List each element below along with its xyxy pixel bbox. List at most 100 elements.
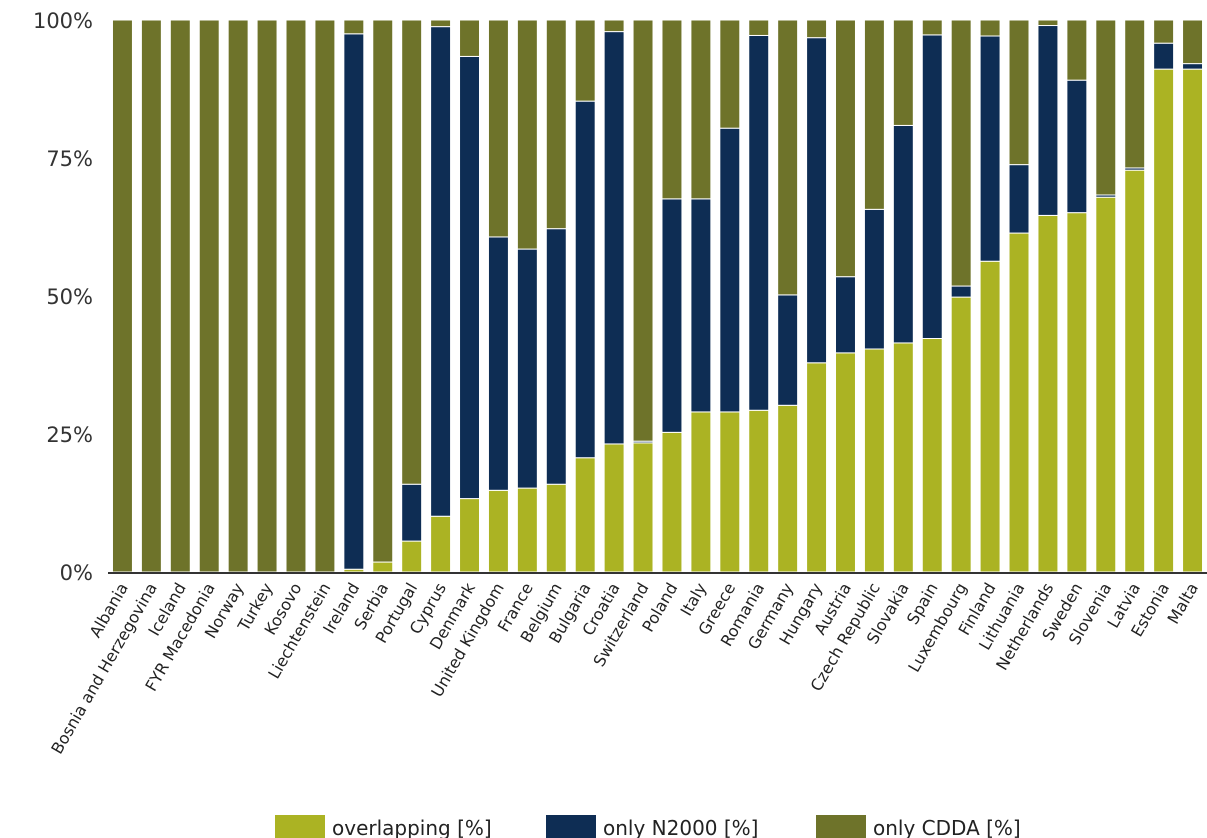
bar-segment-cyprus-only-cdda xyxy=(430,19,452,28)
bar-segment-slovenia-overlapping xyxy=(1095,196,1117,573)
bar-segment-cyprus-overlapping xyxy=(430,515,452,573)
bar-segment-turkey-only-cdda xyxy=(256,19,278,573)
bar-segment-switzerland-overlapping xyxy=(632,442,654,573)
bar-segment-ireland-only-n2000 xyxy=(343,33,365,570)
bar-segment-italy-only-n2000 xyxy=(690,198,712,413)
bar-segment-germany-overlapping xyxy=(777,404,799,573)
bar-segment-malta-overlapping xyxy=(1182,68,1204,573)
legend-label-only-cdda: only CDDA [%] xyxy=(873,816,1021,838)
bar-segment-bosnia-and-herzegovina-only-cdda xyxy=(140,19,162,573)
bar-segment-spain-overlapping xyxy=(921,338,943,573)
bar-segment-france-overlapping xyxy=(516,487,538,573)
bar-segment-serbia-overlapping xyxy=(372,561,394,573)
bar-segment-bulgaria-only-n2000 xyxy=(574,100,596,459)
bar-segment-united-kingdom-overlapping xyxy=(487,489,509,573)
bar-segment-finland-overlapping xyxy=(979,260,1001,573)
bar-segment-sweden-overlapping xyxy=(1066,212,1088,573)
bar-segment-belgium-overlapping xyxy=(545,483,567,573)
legend-label-only-n2000: only N2000 [%] xyxy=(603,816,759,838)
bar-segment-spain-only-cdda xyxy=(921,19,943,36)
bar-segment-switzerland-only-cdda xyxy=(632,19,654,442)
bar-segment-poland-only-cdda xyxy=(661,19,683,200)
bar-segment-czech-republic-only-n2000 xyxy=(863,208,885,350)
bar-segment-liechtenstein-only-cdda xyxy=(314,19,336,573)
bar-segment-austria-overlapping xyxy=(835,352,856,573)
bars-layer xyxy=(111,19,1204,573)
bar-segment-united-kingdom-only-n2000 xyxy=(487,236,509,491)
bar-segment-france-only-cdda xyxy=(516,19,538,250)
bar-segment-belgium-only-n2000 xyxy=(545,228,567,485)
bar-segment-estonia-only-cdda xyxy=(1153,19,1175,44)
bar-segment-greece-only-cdda xyxy=(719,19,741,129)
bar-segment-malta-only-n2000 xyxy=(1182,63,1204,70)
bar-segment-czech-republic-overlapping xyxy=(863,348,885,573)
bar-segment-ireland-only-cdda xyxy=(343,19,365,35)
bar-segment-lithuania-only-cdda xyxy=(1008,19,1030,166)
bar-segment-romania-overlapping xyxy=(748,409,770,573)
bar-segment-portugal-only-n2000 xyxy=(401,483,423,542)
bar-segment-cyprus-only-n2000 xyxy=(430,26,452,517)
bar-segment-lithuania-only-n2000 xyxy=(1008,164,1030,234)
y-tick-label: 100% xyxy=(33,9,93,33)
bar-segment-slovenia-only-cdda xyxy=(1095,19,1117,196)
bar-segment-slovakia-only-n2000 xyxy=(892,124,914,344)
bar-segment-kosovo-only-cdda xyxy=(285,19,307,573)
bar-segment-malta-only-cdda xyxy=(1182,19,1204,65)
bar-segment-croatia-only-cdda xyxy=(603,19,625,33)
bar-segment-portugal-overlapping xyxy=(401,540,423,573)
bar-segment-luxembourg-only-n2000 xyxy=(950,285,972,298)
bar-segment-iceland-only-cdda xyxy=(169,19,191,573)
bar-segment-croatia-only-n2000 xyxy=(603,31,625,445)
bar-segment-fyr-macedonia-only-cdda xyxy=(198,19,220,573)
bar-segment-bulgaria-overlapping xyxy=(574,457,596,573)
bar-segment-czech-republic-only-cdda xyxy=(863,19,885,210)
x-tick-label-malta: Malta xyxy=(1163,580,1202,628)
bar-segment-belgium-only-cdda xyxy=(545,19,567,230)
bar-segment-romania-only-n2000 xyxy=(748,34,770,411)
bar-segment-austria-only-cdda xyxy=(835,19,856,278)
bar-segment-finland-only-cdda xyxy=(979,19,1001,37)
legend-swatch-only-n2000 xyxy=(546,815,596,838)
bar-segment-estonia-overlapping xyxy=(1153,68,1175,573)
bar-segment-denmark-only-n2000 xyxy=(459,55,481,500)
bar-segment-italy-overlapping xyxy=(690,411,712,573)
bar-segment-albania-only-cdda xyxy=(111,19,133,573)
legend: overlapping [%] only N2000 [%] only CDDA [… xyxy=(275,815,1021,838)
bar-segment-estonia-only-n2000 xyxy=(1153,42,1175,70)
bar-segment-greece-overlapping xyxy=(719,411,741,573)
bar-segment-greece-only-n2000 xyxy=(719,127,741,413)
bar-segment-united-kingdom-only-cdda xyxy=(487,19,509,238)
bar-segment-slovakia-only-cdda xyxy=(892,19,914,126)
legend-swatch-only-cdda xyxy=(816,815,866,838)
y-tick-label: 0% xyxy=(60,561,93,585)
bar-segment-denmark-only-cdda xyxy=(459,19,481,57)
bar-segment-hungary-overlapping xyxy=(806,362,828,573)
y-tick-label: 25% xyxy=(46,423,93,447)
bar-segment-bulgaria-only-cdda xyxy=(574,19,596,102)
y-tick-label: 50% xyxy=(46,285,93,309)
bar-segment-luxembourg-only-cdda xyxy=(950,19,972,287)
bar-segment-germany-only-n2000 xyxy=(777,294,799,406)
bar-segment-italy-only-cdda xyxy=(690,19,712,200)
bar-segment-serbia-only-cdda xyxy=(372,19,394,563)
bar-segment-slovakia-overlapping xyxy=(892,342,914,573)
bar-segment-france-only-n2000 xyxy=(516,248,538,489)
bar-segment-netherlands-only-cdda xyxy=(1037,19,1059,27)
bar-segment-latvia-overlapping xyxy=(1124,169,1146,573)
bar-segment-sweden-only-cdda xyxy=(1066,19,1088,81)
bar-segment-finland-only-n2000 xyxy=(979,35,1001,262)
bar-segment-netherlands-only-n2000 xyxy=(1037,25,1059,216)
bar-segment-hungary-only-n2000 xyxy=(806,37,828,364)
bar-segment-germany-only-cdda xyxy=(777,19,799,296)
bar-segment-portugal-only-cdda xyxy=(401,19,423,485)
bar-segment-luxembourg-overlapping xyxy=(950,296,972,573)
bar-segment-hungary-only-cdda xyxy=(806,19,828,39)
bar-segment-romania-only-cdda xyxy=(748,19,770,36)
y-tick-label: 75% xyxy=(46,147,93,171)
bar-segment-austria-only-n2000 xyxy=(835,276,856,354)
bar-segment-croatia-overlapping xyxy=(603,443,625,573)
bar-segment-spain-only-n2000 xyxy=(921,34,943,340)
